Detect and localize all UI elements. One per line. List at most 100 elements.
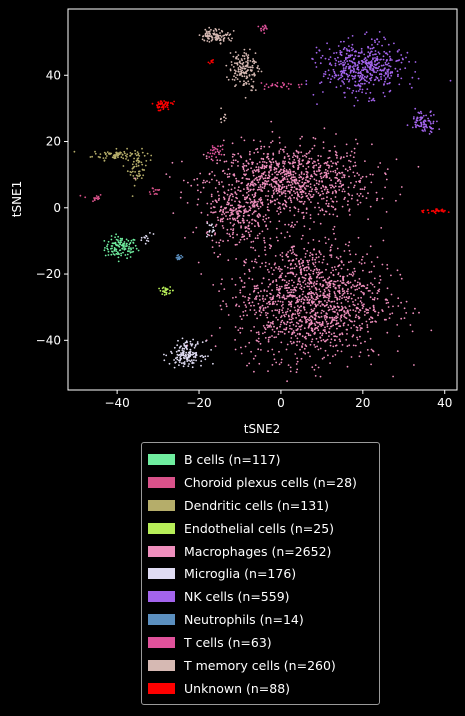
scatter-point	[206, 180, 208, 183]
scatter-point	[241, 59, 244, 62]
scatter-point	[370, 60, 373, 62]
scatter-point	[318, 268, 321, 271]
scatter-point	[276, 284, 278, 286]
scatter-point	[303, 269, 306, 272]
scatter-point	[279, 325, 281, 328]
scatter-point	[245, 306, 248, 308]
scatter-point	[257, 348, 260, 351]
scatter-point	[253, 152, 256, 154]
scatter-point	[134, 152, 137, 155]
scatter-point	[315, 66, 318, 68]
scatter-point	[357, 66, 359, 69]
scatter-point	[330, 254, 333, 256]
scatter-point	[241, 63, 244, 65]
scatter-point	[269, 166, 272, 169]
scatter-point	[343, 250, 346, 252]
scatter-point	[313, 328, 316, 331]
scatter-point	[348, 67, 350, 70]
scatter-point	[221, 181, 223, 183]
scatter-point	[262, 29, 265, 31]
scatter-point	[297, 278, 300, 280]
scatter-point	[344, 168, 347, 171]
scatter-point	[330, 205, 333, 208]
scatter-point	[353, 186, 355, 189]
scatter-point	[229, 204, 232, 207]
scatter-point	[370, 99, 373, 102]
scatter-point	[270, 163, 273, 166]
scatter-point	[300, 300, 303, 303]
scatter-point	[363, 303, 365, 306]
scatter-point	[235, 84, 237, 86]
scatter-point	[158, 287, 161, 290]
scatter-point	[252, 290, 255, 293]
scatter-point	[346, 169, 349, 172]
scatter-point	[296, 198, 299, 201]
legend-swatch	[148, 591, 175, 603]
series-6-points	[305, 31, 452, 135]
scatter-point	[251, 260, 253, 263]
scatter-point	[336, 327, 338, 330]
scatter-point	[254, 249, 257, 252]
scatter-point	[290, 199, 292, 202]
scatter-point	[356, 199, 359, 202]
scatter-point	[284, 236, 286, 239]
scatter-point	[224, 33, 227, 36]
scatter-point	[303, 183, 305, 186]
scatter-point	[357, 203, 359, 206]
scatter-point	[353, 104, 356, 107]
scatter-point	[134, 171, 137, 173]
scatter-point	[353, 294, 355, 296]
scatter-point	[348, 175, 350, 178]
scatter-point	[248, 235, 251, 238]
scatter-point	[306, 266, 308, 268]
scatter-point	[230, 228, 232, 231]
scatter-point	[410, 86, 413, 89]
scatter-point	[257, 331, 260, 333]
scatter-point	[398, 49, 400, 51]
scatter-point	[310, 277, 313, 280]
scatter-point	[411, 76, 414, 79]
scatter-point	[189, 343, 192, 345]
scatter-point	[373, 70, 375, 72]
scatter-point	[271, 140, 274, 143]
scatter-point	[257, 186, 260, 189]
scatter-point	[329, 344, 332, 347]
scatter-point	[246, 178, 249, 180]
scatter-point	[241, 177, 244, 180]
scatter-point	[119, 239, 122, 242]
scatter-point	[318, 49, 321, 51]
scatter-point	[285, 254, 288, 257]
scatter-point	[288, 235, 291, 238]
scatter-point	[254, 74, 256, 76]
scatter-point	[275, 236, 278, 239]
scatter-point	[315, 46, 318, 49]
scatter-point	[216, 148, 219, 151]
scatter-point	[276, 85, 279, 88]
scatter-point	[373, 277, 376, 280]
scatter-point	[286, 320, 289, 323]
scatter-point	[297, 194, 299, 197]
scatter-point	[339, 157, 342, 160]
scatter-point	[354, 75, 356, 78]
scatter-point	[291, 332, 294, 335]
scatter-point	[332, 307, 334, 310]
scatter-point	[388, 90, 391, 93]
scatter-point	[258, 214, 261, 216]
scatter-point	[163, 359, 166, 362]
scatter-point	[370, 67, 372, 69]
scatter-point	[338, 77, 341, 80]
scatter-point	[262, 325, 265, 327]
y-tick-label: 20	[46, 135, 61, 149]
scatter-point	[356, 281, 359, 284]
scatter-point	[222, 227, 225, 229]
scatter-point	[341, 287, 344, 290]
scatter-point	[353, 147, 356, 150]
scatter-point	[419, 110, 422, 113]
scatter-point	[334, 339, 336, 342]
scatter-point	[317, 329, 320, 332]
scatter-point	[227, 32, 229, 34]
scatter-point	[226, 228, 229, 231]
scatter-point	[230, 193, 233, 195]
scatter-point	[315, 51, 318, 54]
